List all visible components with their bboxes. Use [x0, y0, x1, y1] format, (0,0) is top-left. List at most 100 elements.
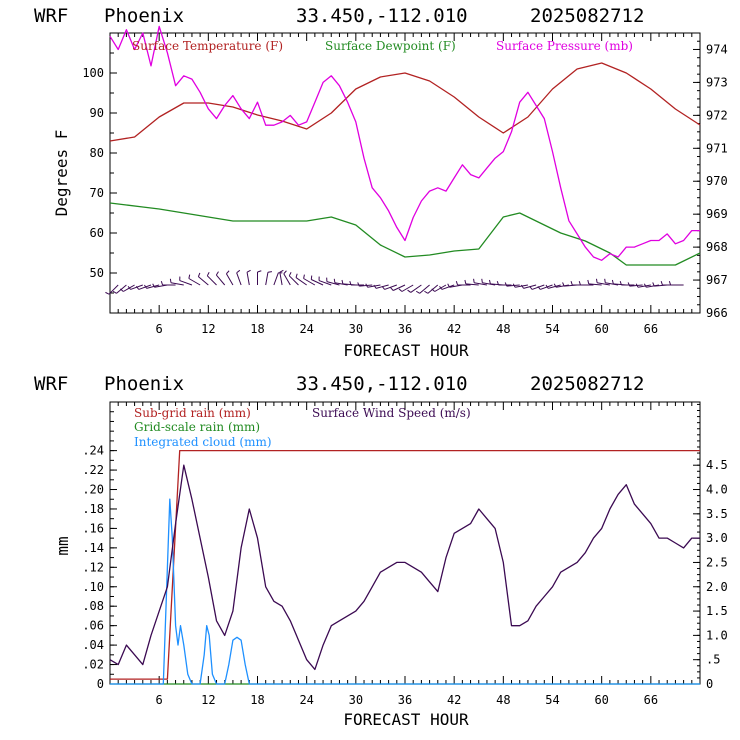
- wind-barb-feather: [390, 287, 394, 291]
- y-left-tick-label: .10: [82, 580, 104, 594]
- wind-barb-feather: [349, 281, 352, 286]
- chart2-x-ticks: 6 12 18 24 30 36 42 48 54 60 66: [117, 402, 693, 707]
- y-left-tick-label: .08: [82, 599, 104, 613]
- wind-barb-feather: [105, 291, 110, 295]
- wind-barb-feather: [668, 281, 672, 286]
- y-right-tick-label: 969: [706, 207, 728, 221]
- wind-barb-feather: [562, 282, 565, 287]
- wind-barb: [326, 281, 340, 286]
- series-line-sub-grid-rain-mm: [110, 449, 700, 680]
- wind-barb-feather: [504, 282, 508, 287]
- y-left-tick-label: .18: [82, 502, 104, 516]
- wind-barb-feather: [464, 279, 467, 284]
- wind-barb-feather: [512, 283, 516, 288]
- wind-barb-feather: [303, 274, 305, 279]
- wind-barb: [295, 277, 307, 286]
- x-tick-label: 42: [447, 322, 461, 336]
- y-right-tick-label: 974: [706, 42, 728, 56]
- wind-barb-feather: [381, 285, 385, 290]
- x-tick-label: 66: [644, 693, 658, 707]
- y-left-tick-label: 90: [90, 106, 104, 120]
- wind-barb: [246, 272, 250, 286]
- wind-barb-feather: [236, 269, 241, 274]
- chart2-coords-label: 33.450,-112.010: [296, 373, 468, 395]
- wind-barb: [279, 272, 283, 286]
- wind-barb: [419, 284, 430, 294]
- legend-surface-pressure: Surface Pressure (mb): [496, 39, 633, 53]
- wind-barb-feather: [537, 285, 541, 290]
- chart2-left-ticks: 0 .02 .04 .06 .08 .10 .12 .14 .16 .18 .20 .22 .24: [82, 411, 117, 691]
- wind-barb-feather: [578, 281, 581, 286]
- y-right-tick-label: .5: [706, 653, 720, 667]
- wind-barb: [506, 284, 520, 287]
- wind-barb: [283, 273, 291, 286]
- legend-surface-wind-speed: Surface Wind Speed (m/s): [312, 406, 471, 420]
- wind-barb-feather: [152, 283, 156, 288]
- wind-barb-feather: [415, 290, 420, 294]
- wind-barb: [206, 275, 217, 286]
- wind-barb: [637, 284, 651, 288]
- wind-barb-feather: [288, 272, 292, 277]
- wind-barb-feather: [398, 288, 403, 292]
- chart2-station-label: Phoenix: [104, 373, 184, 395]
- chart1-right-ticks: 966 967 968 969 970 971 972 973 974: [693, 40, 728, 320]
- wind-barb: [629, 284, 643, 287]
- y-left-tick-label: 70: [90, 186, 104, 200]
- wind-barb-feather: [473, 278, 475, 283]
- x-tick-label: 48: [496, 322, 510, 336]
- y-right-tick-label: 4.5: [706, 458, 728, 472]
- x-tick-label: 24: [299, 322, 313, 336]
- wind-barb-feather: [341, 279, 344, 284]
- wind-barb: [474, 282, 488, 286]
- wind-barb-feather: [283, 270, 287, 275]
- legend-surface-temperature: Surface Temperature (F): [132, 39, 283, 53]
- wind-barb: [441, 284, 455, 290]
- wind-barb-feather: [619, 281, 622, 286]
- wind-barb-feather: [127, 285, 131, 290]
- chart2-legend: Sub-grid rain (mm) Grid-scale rain (mm) …: [134, 406, 471, 449]
- wind-barb-feather: [553, 283, 557, 288]
- y-left-tick-label: 50: [90, 266, 104, 280]
- wind-barb-feather: [481, 278, 483, 283]
- x-tick-label: 18: [250, 693, 264, 707]
- wind-barb-feather: [188, 274, 191, 279]
- wind-barb-feather: [197, 272, 201, 277]
- wind-barb: [596, 282, 610, 286]
- wind-barb: [465, 283, 479, 286]
- y-right-tick-label: 973: [706, 75, 728, 89]
- y-left-tick-label: .14: [82, 541, 104, 555]
- y-left-tick-label: .12: [82, 560, 104, 574]
- chart2-model-label: WRF: [34, 373, 68, 395]
- wind-barb-feather: [169, 278, 172, 283]
- y-right-tick-label: 2.0: [706, 580, 728, 594]
- wind-barb-feather: [279, 269, 284, 273]
- wind-barb-feather: [373, 284, 377, 289]
- wind-barb-feather: [160, 281, 164, 286]
- wind-barb-feather: [135, 285, 140, 290]
- wind-barb-feather: [520, 284, 524, 289]
- wind-barb-feather: [660, 281, 663, 286]
- wind-barb: [359, 284, 373, 287]
- wind-barb-feather: [246, 269, 251, 273]
- chart1-wind-barbs: [105, 269, 684, 295]
- wind-barb: [434, 284, 447, 292]
- chart2-plot: 6 12 18 24 30 36 42 48 54 60 66 0 .02 .04 .06 .08 .10 .1…: [53, 401, 728, 729]
- y-right-tick-label: 968: [706, 240, 728, 254]
- wind-barb: [605, 282, 619, 286]
- chart1-series: [109, 25, 701, 266]
- legend-integrated-cloud: Integrated cloud (mm): [134, 435, 272, 449]
- wind-barb-feather: [424, 290, 429, 294]
- x-tick-label: 24: [299, 693, 313, 707]
- y-right-tick-label: 967: [706, 273, 728, 287]
- x-tick-label: 54: [545, 322, 559, 336]
- chart1-legend: Surface Temperature (F) Surface Dewpoint…: [132, 39, 633, 53]
- y-left-tick-label: .22: [82, 463, 104, 477]
- y-left-tick-label: 60: [90, 226, 104, 240]
- wind-barb: [288, 275, 299, 286]
- y-right-tick-label: 1.0: [706, 628, 728, 642]
- wind-barb-feather: [587, 279, 590, 284]
- chart1-coords-label: 33.450,-112.010: [296, 5, 468, 27]
- x-tick-label: 48: [496, 693, 510, 707]
- chart2-right-ticks: 0 .5 1.0 1.5 2.0 2.5 3.0 3.5 4.0 4.5: [693, 403, 728, 691]
